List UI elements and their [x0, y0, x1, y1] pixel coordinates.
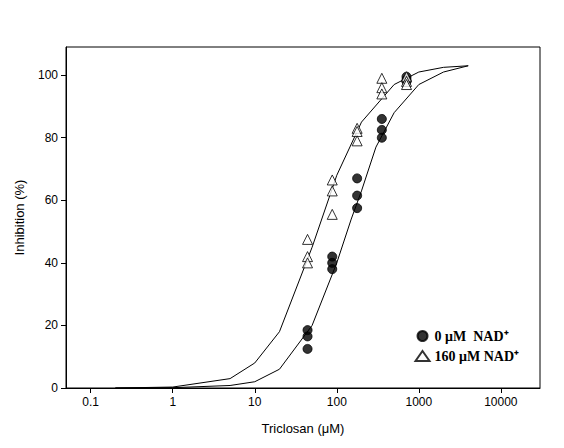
- svg-text:160 μM NAD⁺: 160 μM NAD⁺: [435, 349, 519, 364]
- svg-text:10: 10: [248, 395, 262, 409]
- svg-text:60: 60: [45, 193, 59, 207]
- svg-text:Inhibition (%): Inhibition (%): [12, 180, 27, 256]
- svg-text:0: 0: [51, 381, 58, 395]
- svg-text:0.1: 0.1: [82, 395, 99, 409]
- svg-text:1: 1: [169, 395, 176, 409]
- svg-text:40: 40: [45, 256, 59, 270]
- svg-text:1000: 1000: [405, 395, 432, 409]
- svg-text:0 μM NAD⁺: 0 μM NAD⁺: [435, 329, 509, 344]
- svg-text:80: 80: [45, 131, 59, 145]
- svg-text:10000: 10000: [484, 395, 518, 409]
- svg-text:100: 100: [327, 395, 347, 409]
- svg-text:20: 20: [45, 318, 59, 332]
- svg-text:Triclosan (μM): Triclosan (μM): [262, 421, 345, 436]
- svg-text:100: 100: [38, 68, 58, 82]
